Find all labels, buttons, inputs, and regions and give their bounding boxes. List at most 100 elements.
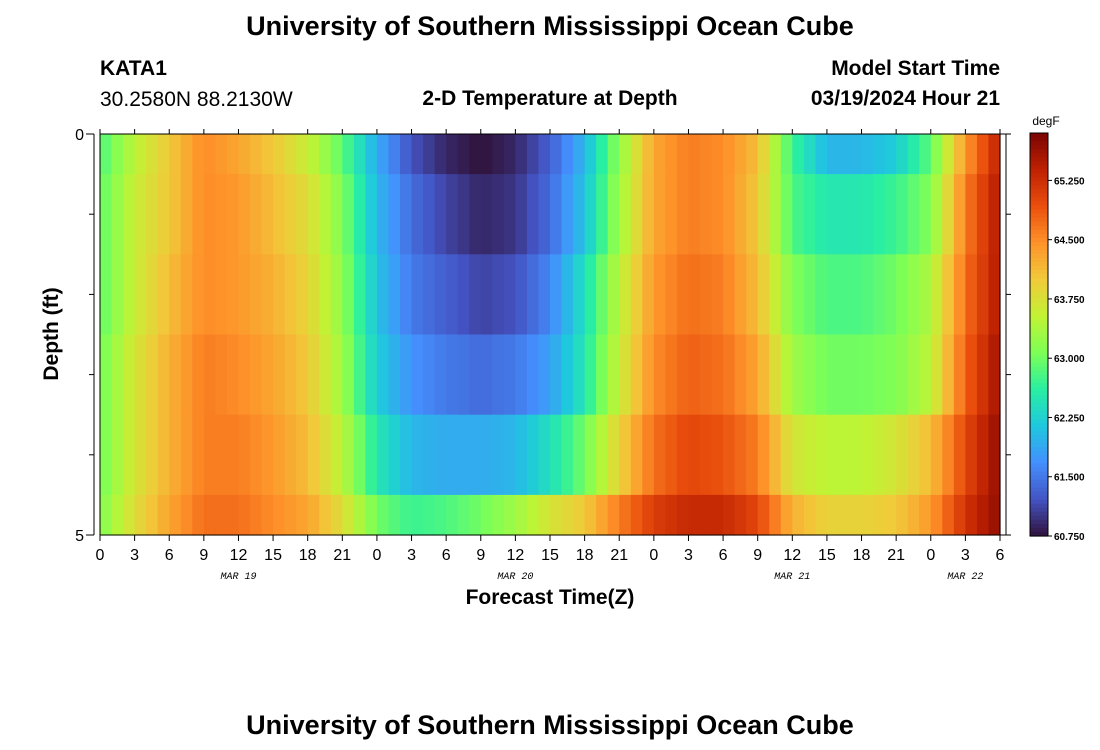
heatmap-cell	[769, 134, 782, 175]
colorbar-segment	[1030, 334, 1048, 340]
heatmap-cell	[434, 254, 447, 336]
heatmap-cell	[330, 254, 343, 336]
heatmap-cell	[711, 134, 724, 175]
heatmap-cell	[434, 414, 447, 496]
heatmap-cell	[388, 334, 401, 416]
colorbar-segment	[1030, 350, 1048, 356]
heatmap-cell	[976, 174, 990, 255]
x-date-label: MAR 20	[497, 572, 533, 583]
heatmap-cell	[630, 134, 643, 175]
colorbar-segment	[1030, 201, 1048, 207]
heatmap-cell	[203, 494, 216, 536]
heatmap-cell	[607, 174, 620, 255]
heatmap-cell	[861, 174, 874, 255]
heatmap-cell	[861, 334, 874, 416]
heatmap-cell	[538, 414, 551, 496]
heatmap-cell	[273, 414, 286, 496]
x-date-label: MAR 21	[774, 572, 810, 583]
heatmap-cell	[365, 334, 378, 416]
heatmap-cell	[215, 174, 228, 255]
colorbar-segment	[1030, 326, 1048, 332]
station-id: KATA1	[100, 57, 167, 80]
colorbar-segment	[1030, 286, 1048, 291]
heatmap-cell	[215, 494, 228, 536]
heatmap-cell	[723, 414, 736, 496]
heatmap-cell	[965, 134, 978, 175]
temperature-heatmap	[100, 134, 1001, 536]
heatmap-cell	[550, 334, 563, 416]
heatmap-cell	[134, 134, 147, 175]
colorbar-segment	[1030, 419, 1048, 424]
colorbar-segment	[1030, 491, 1048, 497]
heatmap-cell	[526, 414, 540, 496]
heatmap-cell	[850, 414, 863, 496]
colorbar-tick-label: 61.500	[1054, 473, 1085, 484]
heatmap-cell	[850, 334, 863, 416]
heatmap-cell	[838, 494, 851, 536]
heatmap-cell	[630, 174, 643, 255]
colorbar-unit: degF	[1032, 114, 1059, 128]
colorbar-segment	[1030, 249, 1048, 255]
heatmap-cell	[342, 494, 355, 536]
heatmap-cell	[192, 134, 205, 175]
heatmap-cell	[353, 254, 366, 336]
heatmap-cell	[284, 414, 297, 496]
heatmap-cell	[769, 174, 782, 255]
heatmap-cell	[711, 494, 724, 536]
colorbar-segment	[1030, 515, 1048, 521]
heatmap-cell	[619, 254, 632, 336]
heatmap-cell	[123, 174, 136, 255]
heatmap-cell	[411, 334, 424, 416]
heatmap-cell	[250, 254, 263, 336]
colorbar-segment	[1030, 197, 1048, 203]
heatmap-cell	[769, 414, 782, 496]
heatmap-cell	[815, 494, 828, 536]
heatmap-cell	[284, 174, 297, 255]
heatmap-cell	[919, 254, 932, 336]
x-tick-label: 12	[230, 547, 248, 564]
heatmap-cell	[238, 414, 251, 496]
colorbar-segment	[1030, 193, 1048, 199]
heatmap-cell	[619, 334, 632, 416]
x-tick-label: 6	[996, 547, 1005, 564]
colorbar-segment	[1030, 165, 1048, 170]
heatmap-cell	[826, 414, 840, 496]
heatmap-cell	[284, 134, 297, 175]
heatmap-cell	[376, 174, 390, 255]
heatmap-cell	[238, 494, 251, 536]
colorbar-segment	[1030, 455, 1048, 461]
heatmap-cell	[619, 494, 632, 536]
colorbar-segment	[1030, 362, 1048, 368]
heatmap-cell	[550, 494, 563, 536]
heatmap-cell	[134, 254, 147, 336]
heatmap-cell	[238, 254, 251, 336]
heatmap-cell	[134, 334, 147, 416]
heatmap-cell	[896, 334, 909, 416]
heatmap-cell	[157, 494, 170, 536]
heatmap-cell	[492, 334, 505, 416]
heatmap-cell	[780, 254, 793, 336]
colorbar-segment	[1030, 358, 1048, 364]
colorbar-frame	[1029, 132, 1049, 537]
heatmap-cell	[434, 334, 447, 416]
heatmap-cell	[711, 414, 724, 496]
heatmap-cell	[469, 494, 482, 536]
heatmap-cell	[226, 134, 240, 175]
colorbar-segment	[1030, 261, 1048, 267]
heatmap-cell	[988, 134, 1001, 175]
heatmap-cell	[676, 494, 690, 536]
heatmap-cell	[965, 414, 978, 496]
heatmap-cell	[146, 494, 159, 536]
heatmap-cell	[642, 134, 655, 175]
heatmap-cell	[953, 174, 966, 255]
heatmap-cell	[353, 134, 366, 175]
heatmap-cell	[953, 134, 966, 175]
heatmap-cell	[965, 334, 978, 416]
heatmap-cell	[780, 414, 793, 496]
heatmap-cell	[273, 494, 286, 536]
colorbar-segment	[1030, 274, 1048, 279]
heatmap-cell	[642, 174, 655, 255]
heatmap-cell	[734, 254, 747, 336]
heatmap-cell	[296, 134, 309, 175]
heatmap-cell	[723, 174, 736, 255]
